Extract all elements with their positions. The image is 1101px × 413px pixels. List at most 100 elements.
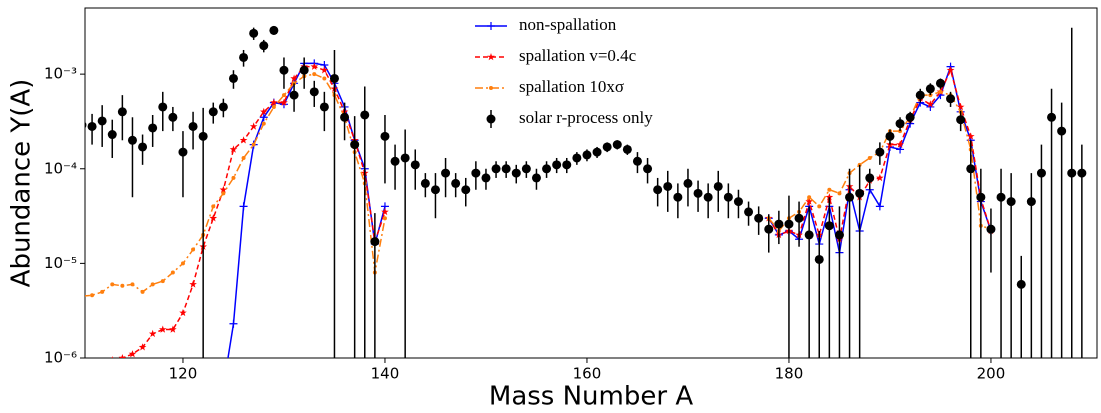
marker	[148, 329, 157, 338]
marker	[602, 142, 612, 152]
marker	[1047, 112, 1057, 122]
marker	[380, 131, 390, 141]
marker	[159, 325, 167, 333]
marker	[501, 164, 511, 174]
marker	[966, 164, 976, 174]
marker	[160, 279, 165, 284]
marker	[340, 112, 350, 122]
marker	[271, 104, 276, 109]
marker	[825, 193, 834, 201]
x-tick-label: 180	[775, 365, 804, 383]
marker	[279, 65, 289, 75]
marker	[140, 289, 145, 294]
marker	[683, 178, 693, 188]
marker	[1016, 279, 1026, 289]
marker	[198, 131, 208, 141]
marker	[653, 185, 663, 195]
marker	[807, 195, 812, 200]
marker	[827, 187, 832, 192]
marker	[956, 115, 966, 125]
marker	[169, 325, 177, 333]
marker	[117, 107, 127, 117]
marker	[80, 294, 84, 298]
marker	[875, 202, 884, 211]
marker	[744, 207, 754, 217]
marker	[572, 153, 582, 163]
legend-label: solar r-process only	[519, 108, 653, 127]
x-tick-label: 160	[573, 365, 602, 383]
marker	[986, 224, 996, 234]
marker	[935, 78, 945, 88]
y-tick-label: 10⁻⁵	[44, 254, 77, 272]
marker	[189, 280, 197, 288]
marker	[956, 103, 965, 111]
marker	[774, 219, 784, 229]
marker	[390, 156, 400, 166]
marker	[229, 319, 238, 328]
marker	[138, 142, 148, 152]
marker	[168, 112, 178, 122]
marker	[562, 160, 572, 170]
marker	[1057, 126, 1067, 136]
marker	[896, 140, 904, 148]
x-tick-label: 140	[371, 365, 400, 383]
marker	[158, 102, 168, 112]
marker	[814, 254, 824, 264]
marker	[400, 153, 410, 163]
marker	[865, 173, 875, 183]
marker	[239, 52, 249, 62]
marker	[98, 358, 106, 365]
marker	[312, 72, 317, 77]
marker	[817, 204, 822, 209]
marker	[320, 66, 329, 74]
marker	[703, 192, 713, 202]
marker	[360, 110, 370, 120]
marker	[90, 293, 95, 298]
marker	[885, 131, 895, 141]
marker	[87, 121, 97, 131]
marker	[915, 90, 925, 100]
marker	[107, 130, 117, 140]
plot-area	[78, 25, 1087, 370]
marker	[875, 147, 885, 157]
marker	[111, 356, 113, 358]
marker	[179, 308, 187, 317]
marker	[592, 147, 602, 157]
marker	[249, 28, 259, 38]
marker	[290, 74, 298, 82]
marker	[170, 270, 175, 275]
marker	[713, 181, 723, 191]
marker	[521, 164, 531, 174]
marker	[239, 202, 248, 211]
marker	[895, 119, 905, 129]
marker	[938, 89, 943, 94]
marker	[946, 66, 955, 74]
marker	[552, 160, 562, 170]
marker	[118, 354, 127, 358]
marker	[441, 168, 451, 178]
marker	[309, 87, 319, 97]
marker	[582, 150, 592, 160]
marker	[663, 181, 673, 191]
legend-label: non-spallation	[519, 15, 617, 34]
marker	[78, 363, 86, 370]
marker	[824, 221, 834, 231]
marker	[837, 191, 842, 196]
marker	[319, 102, 329, 112]
marker	[150, 282, 155, 287]
marker	[350, 140, 360, 150]
marker	[329, 73, 339, 83]
marker	[622, 144, 632, 154]
marker	[251, 142, 256, 147]
marker	[219, 185, 228, 193]
marker	[110, 282, 115, 287]
marker	[127, 135, 137, 145]
marker	[270, 98, 278, 106]
marker	[221, 191, 226, 196]
marker	[430, 185, 440, 195]
marker	[188, 121, 198, 131]
marker	[261, 121, 266, 126]
marker	[834, 230, 844, 240]
marker	[259, 41, 269, 51]
